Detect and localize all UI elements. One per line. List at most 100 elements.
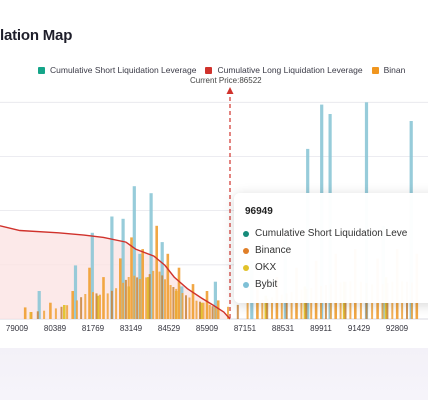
x-tick-label: 87151 [234,324,257,333]
x-tick-label: 85909 [196,324,219,333]
binance-bar [236,304,239,319]
binance-bar [49,302,52,319]
binance-bar [66,305,69,319]
tooltip-row-short: Cumulative Short Liquidation Leve [243,228,407,239]
binance-bar [36,311,39,319]
binance-bar [195,300,198,319]
tooltip-label-okx: OKX [255,262,277,273]
binance-bar [115,288,118,319]
current-price-label: Current Price:86522 [190,76,262,85]
tooltip-dot-binance [243,247,249,254]
legend-item-long[interactable]: Cumulative Long Liquidation Leverage [205,65,363,75]
binance-bar [99,294,101,319]
binance-bar [133,275,136,319]
legend-label-short: Cumulative Short Liquidation Leverage [50,65,197,75]
long-liquidation-path [0,225,231,320]
okx-bar [147,277,150,319]
binance-bar [80,297,83,319]
binance-bar [155,225,158,319]
binance-bar [161,275,164,319]
binance-bar [122,282,125,319]
binance-bar [191,284,195,319]
bybit-bar [132,186,136,319]
okx-bar [264,295,268,319]
binance-bar [88,267,91,319]
binance-bar [102,277,105,319]
binance-bar [158,271,161,319]
okx-bar [96,295,100,319]
tooltip-label-bybit: Bybit [255,279,278,290]
binance-bar [130,237,133,319]
bybit-bar [110,216,114,319]
legend-item-binance[interactable]: Binan [371,65,406,75]
tooltip-row-binance: Binance [243,245,291,256]
binance-bar [205,291,209,319]
legend-item-short[interactable]: Cumulative Short Liquidation Leverage [38,65,196,75]
footer-band [0,348,428,400]
x-tick-label: 88531 [272,324,295,333]
binance-bar [199,301,201,319]
bybit-bar [213,281,217,319]
chart-tooltip: 96949 Cumulative Short Liquidation Leve … [234,193,428,303]
binance-bar [177,267,181,319]
x-tick-label: 79009 [6,324,29,333]
chart-legend: Cumulative Short Liquidation Leverage Cu… [38,63,414,77]
x-tick-label: 83149 [120,324,143,333]
binance-bar [202,302,205,319]
current-price-marker [226,87,234,319]
binance-bar [43,310,46,319]
bybit-bar [37,291,41,319]
x-tick-label: 89911 [310,324,332,333]
binance-bar [54,308,57,319]
bybit-bar [73,265,78,319]
long-liquidation-line [0,225,231,320]
legend-swatch-long [205,66,213,74]
bybit-bar [149,193,153,319]
binance-bar [216,300,220,319]
binance-bar [110,290,113,319]
x-tick-label: 92809 [386,324,409,333]
binance-bar [92,292,94,319]
binance-bar [211,306,214,319]
binance-bar [145,277,148,319]
binance-bar [169,285,172,319]
tooltip-label-short: Cumulative Short Liquidation Leve [255,228,408,239]
bybit-bar [90,232,94,319]
binance-bar [227,306,229,319]
binance-bar [138,279,141,319]
binance-bar [310,287,313,319]
binance-bar [181,293,184,319]
binance-bar [30,312,33,319]
okx-bar [200,302,203,319]
tooltip-title: 96949 [245,206,273,217]
tooltip-row-okx: OKX [243,262,276,273]
binance-bar [60,306,63,319]
binance-bar [271,297,273,319]
binance-bar [148,274,151,319]
binance-bar [285,293,288,319]
binance-bar [266,298,269,319]
binance-bar [124,279,127,319]
binance-bar [172,287,175,319]
binance-bar [261,299,264,319]
okx-bar [63,305,66,319]
legend-swatch-binance [371,66,379,74]
tooltip-row-bybit: Bybit [243,279,277,290]
binance-bar [152,270,155,319]
binance-bar [214,307,217,319]
binance-bar [23,307,27,320]
binance-bar [119,258,122,319]
tooltip-dot-short [243,230,249,237]
binance-bar [166,253,170,319]
tooltip-dot-bybit [243,281,249,288]
binance-bar [71,291,74,319]
x-tick-label: 80389 [44,324,67,333]
legend-label-binance: Binan [383,65,406,75]
chart-title: lation Map [0,27,73,44]
binance-bar [305,288,308,319]
binance-bar [246,303,249,319]
binance-bar [136,277,139,319]
binance-bar [175,288,178,319]
current-price-arrow-icon [226,87,234,94]
